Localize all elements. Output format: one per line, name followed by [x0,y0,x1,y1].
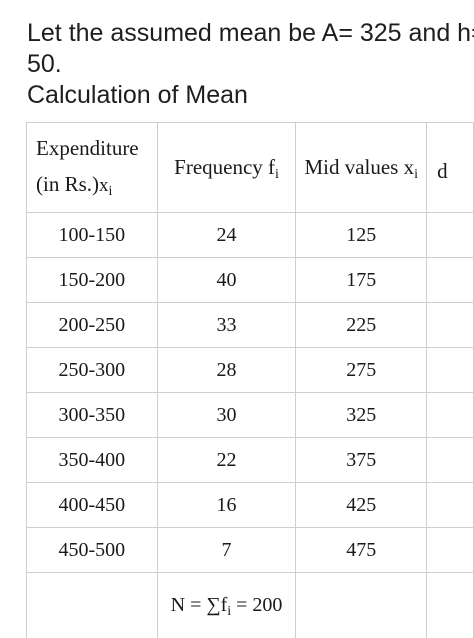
header-mid-values-sub: i [414,167,418,182]
header-expenditure-label: Expenditure [36,135,139,160]
cell-mid-value: 175 [295,257,428,303]
header-deviation-label: d [437,159,448,183]
cell-mid-value: 325 [295,392,428,438]
table-row: 200-250 33 225 [26,302,474,348]
cell-expenditure: 100-150 [26,212,158,258]
cell-deviation [426,257,474,303]
cell-frequency: 33 [156,302,297,348]
header-expenditure-unit: (in Rs.) [36,171,99,196]
cell-expenditure: 350-400 [26,437,158,483]
cell-expenditure: 250-300 [26,347,158,393]
cell-mid-value: 125 [295,212,428,258]
table-row: 350-400 22 375 [26,437,474,483]
table-row: 450-500 7 475 [26,527,474,573]
cell-deviation [426,482,474,528]
cell-frequency: 28 [156,347,297,393]
header-frequency-sub: i [275,167,279,182]
header-expenditure-var: x [99,174,109,196]
table-row: 100-150 24 125 [26,212,474,258]
header-expenditure: Expenditure (in Rs.)xi [26,122,158,213]
total-frequency-sub: i [227,604,232,619]
cell-expenditure: 200-250 [26,302,158,348]
header-frequency-label: Frequency f [174,155,276,179]
cell-total-mid-blank [295,572,428,638]
header-mid-values-label: Mid values x [304,155,415,179]
table-header-row: Expenditure (in Rs.)xi Frequency fi Mid … [26,122,474,213]
table-total-row: N = ∑fi = 200 [26,572,474,638]
cell-expenditure: 150-200 [26,257,158,303]
table-row: 300-350 30 325 [26,392,474,438]
cell-total-deviation-blank [426,572,474,638]
header-deviation-partial: d [426,122,474,213]
total-frequency-prefix: N = ∑f [170,594,228,616]
cell-deviation [426,527,474,573]
table-row: 250-300 28 275 [26,347,474,393]
cell-deviation [426,302,474,348]
cell-deviation [426,212,474,258]
cell-total-frequency: N = ∑fi = 200 [156,572,297,638]
cell-mid-value: 275 [295,347,428,393]
cell-frequency: 22 [156,437,297,483]
total-frequency-value: = 200 [231,594,283,616]
assumed-mean-text-continued: 50. [27,50,62,78]
cell-expenditure: 300-350 [26,392,158,438]
table-row: 150-200 40 175 [26,257,474,303]
cell-expenditure: 400-450 [26,482,158,528]
cell-deviation [426,392,474,438]
cell-frequency: 7 [156,527,297,573]
cell-mid-value: 375 [295,437,428,483]
cell-frequency: 30 [156,392,297,438]
cell-deviation [426,437,474,483]
cell-frequency: 16 [156,482,297,528]
mean-calculation-table: Expenditure (in Rs.)xi Frequency fi Mid … [26,122,474,638]
cell-frequency: 24 [156,212,297,258]
cell-expenditure: 450-500 [26,527,158,573]
table-row: 400-450 16 425 [26,482,474,528]
cell-mid-value: 425 [295,482,428,528]
cell-mid-value: 225 [295,302,428,348]
header-expenditure-sub: i [108,183,113,199]
cell-mid-value: 475 [295,527,428,573]
header-frequency: Frequency fi [156,122,297,213]
cell-frequency: 40 [156,257,297,303]
cell-deviation [426,347,474,393]
assumed-mean-text: Let the assumed mean be A= 325 and h= [27,19,474,47]
cell-total-blank [26,572,158,638]
header-mid-values: Mid values xi [295,122,428,213]
section-heading: Calculation of Mean [27,81,248,109]
